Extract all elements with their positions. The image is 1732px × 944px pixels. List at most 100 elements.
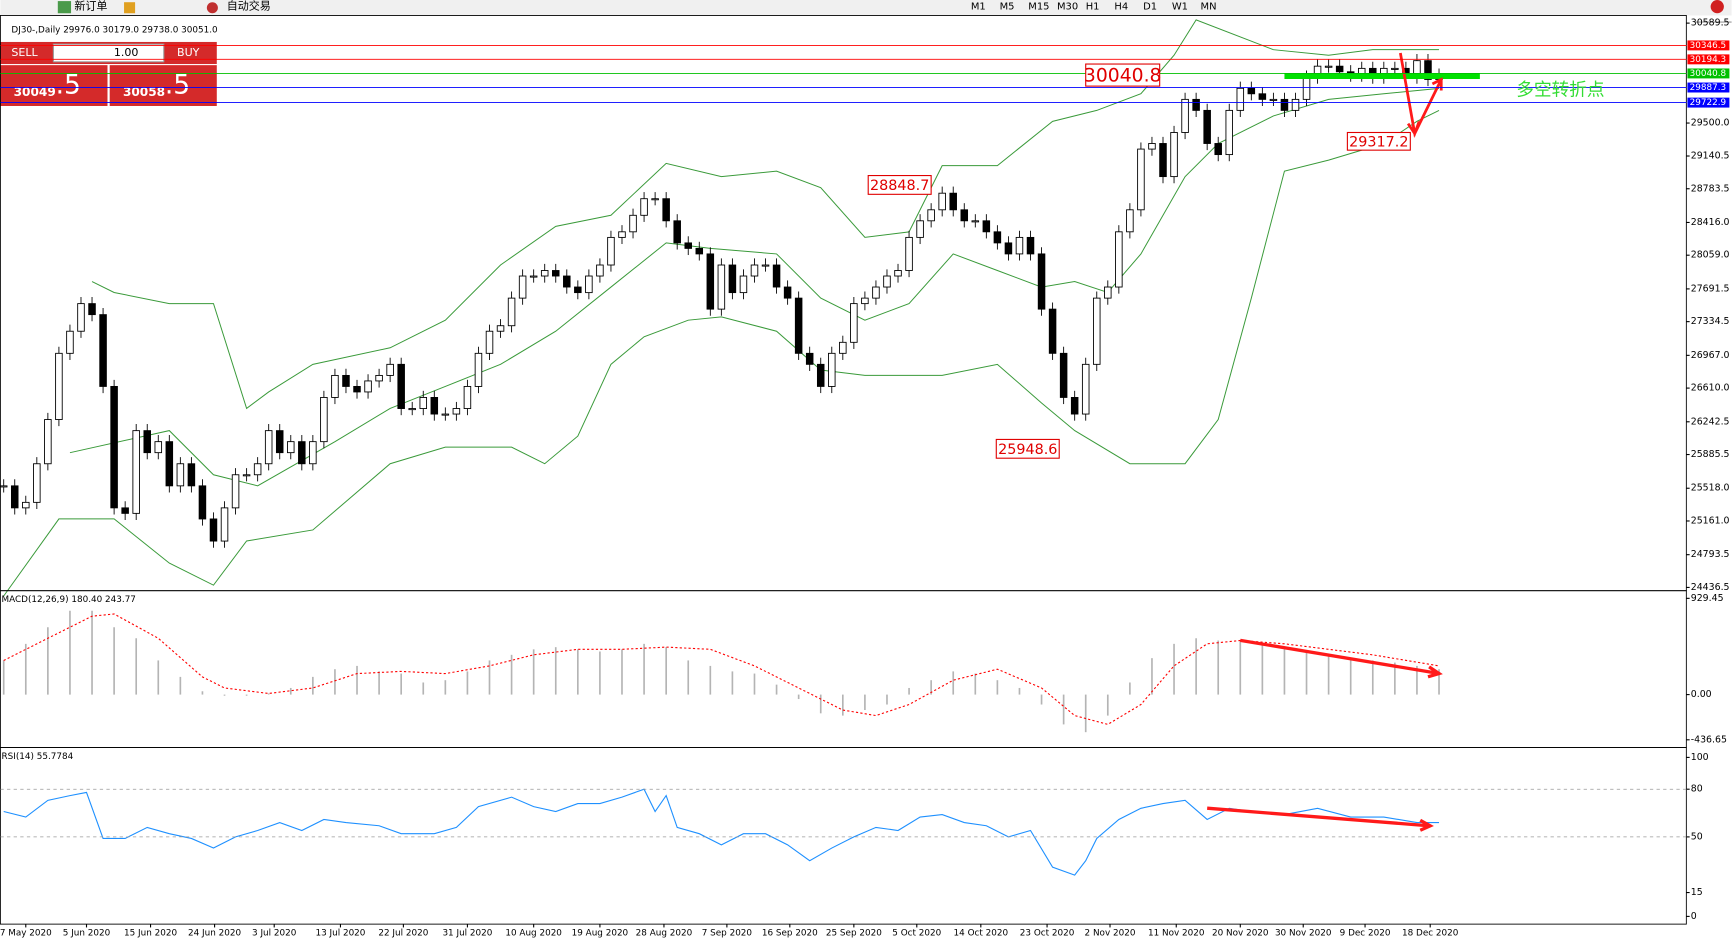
candle — [143, 430, 151, 454]
sell-price[interactable]: 30049 — [14, 85, 56, 99]
candle — [816, 363, 825, 387]
candle — [596, 264, 604, 277]
candle — [1335, 65, 1344, 73]
candle — [242, 474, 251, 477]
panel-title: MACD(12,26,9) 180.40 243.77 — [1, 595, 135, 605]
new-order-icon[interactable] — [57, 1, 72, 14]
candle — [1391, 67, 1399, 70]
panel-frame — [0, 747, 1687, 925]
x-tick-label: 25 Sep 2020 — [826, 928, 882, 938]
candle — [331, 374, 339, 398]
buy-pips[interactable]: .5 — [165, 70, 190, 101]
candle — [794, 297, 803, 354]
candle — [540, 270, 549, 277]
candle — [1093, 297, 1101, 365]
price-level-label: 30194.3 — [1690, 55, 1727, 65]
x-tick-label: 5 Jun 2020 — [63, 928, 111, 938]
candle — [607, 236, 615, 266]
candle — [728, 264, 737, 294]
annotation: 28848.7 — [870, 178, 929, 194]
candle — [949, 192, 957, 211]
x-tick-label: 15 Jun 2020 — [124, 928, 177, 938]
auto-trade[interactable]: 自动交易 — [227, 0, 271, 13]
y-tick-label: 30589.5 — [1691, 18, 1730, 29]
y-tick-label: 26967.0 — [1691, 350, 1730, 361]
timeframe[interactable]: M30 — [1057, 2, 1078, 13]
candle — [353, 385, 361, 393]
x-tick-label: 18 Dec 2020 — [1402, 928, 1459, 938]
candle — [1115, 231, 1123, 288]
y-tick-label: 27691.5 — [1691, 283, 1730, 294]
candle — [1302, 76, 1311, 100]
candle — [739, 275, 748, 294]
y-tick-label: 26242.5 — [1691, 416, 1730, 427]
candle — [1026, 236, 1035, 255]
sell-button[interactable]: SELL — [11, 46, 38, 59]
timeframe[interactable]: D1 — [1143, 2, 1157, 13]
candle — [209, 518, 218, 542]
x-tick-label: 3 Jul 2020 — [252, 928, 297, 938]
sell-price-box[interactable] — [0, 65, 108, 106]
lots-input[interactable] — [52, 43, 165, 63]
candle — [165, 441, 174, 487]
x-tick-label: 5 Oct 2020 — [892, 928, 941, 938]
drawings — [1207, 52, 1480, 832]
buy-price-box[interactable] — [109, 65, 217, 106]
candle — [971, 220, 980, 223]
candle — [309, 441, 317, 465]
candle — [1291, 98, 1300, 111]
x-tick-label: 11 Nov 2020 — [1148, 928, 1205, 938]
timeframe[interactable]: MN — [1201, 2, 1217, 13]
timeframe[interactable]: M5 — [1000, 2, 1015, 13]
candle — [441, 413, 450, 416]
alert-icon[interactable] — [1710, 0, 1724, 14]
candle — [839, 341, 847, 354]
timeframe[interactable]: W1 — [1172, 2, 1188, 13]
timeframe[interactable]: H4 — [1114, 2, 1128, 13]
price-level-tag — [1687, 40, 1730, 51]
rsi-line — [3, 788, 1440, 876]
candle — [695, 247, 704, 255]
icon[interactable] — [124, 2, 136, 14]
candle — [662, 198, 670, 222]
y-tick-label: 25518.0 — [1691, 483, 1730, 494]
candle — [264, 430, 273, 465]
candle — [1203, 109, 1211, 144]
candle — [883, 275, 891, 288]
auto-trade-icon[interactable] — [206, 2, 218, 14]
candle — [960, 209, 969, 222]
timeframe[interactable]: H1 — [1086, 2, 1100, 13]
annotation: 29317.2 — [1349, 134, 1408, 150]
buy-price[interactable]: 30058 — [123, 85, 165, 99]
annotation-box — [1346, 131, 1411, 151]
new-order[interactable]: 新订单 — [74, 0, 107, 13]
candle — [1148, 143, 1156, 150]
candle — [342, 374, 350, 387]
candle — [1004, 242, 1013, 255]
y-tick-label: 929.45 — [1691, 593, 1724, 604]
macd-signal — [3, 613, 1440, 725]
candle — [10, 485, 19, 509]
x-tick-label: 9 Dec 2020 — [1340, 928, 1391, 938]
timeframe[interactable]: M1 — [971, 2, 986, 13]
y-tick-label: -436.65 — [1691, 734, 1727, 745]
candle — [364, 380, 372, 393]
candle — [220, 507, 229, 542]
candle — [563, 275, 571, 288]
arrow — [1399, 52, 1443, 138]
lots[interactable]: 1.00 — [114, 46, 139, 59]
x-tick-label: 20 Nov 2020 — [1212, 928, 1269, 938]
x-tick-label: 14 Oct 2020 — [954, 928, 1009, 938]
candle — [1324, 65, 1333, 68]
candle — [77, 303, 85, 332]
price-level-tag — [1687, 68, 1730, 79]
buy-button[interactable]: BUY — [177, 46, 200, 59]
sell-pips[interactable]: .5 — [56, 70, 81, 101]
annotation-box — [867, 174, 932, 195]
candle — [1258, 93, 1267, 100]
y-tick-label: 80 — [1691, 784, 1703, 795]
timeframe[interactable]: M15 — [1028, 2, 1049, 13]
x-tick-label: 13 Jul 2020 — [315, 928, 365, 938]
